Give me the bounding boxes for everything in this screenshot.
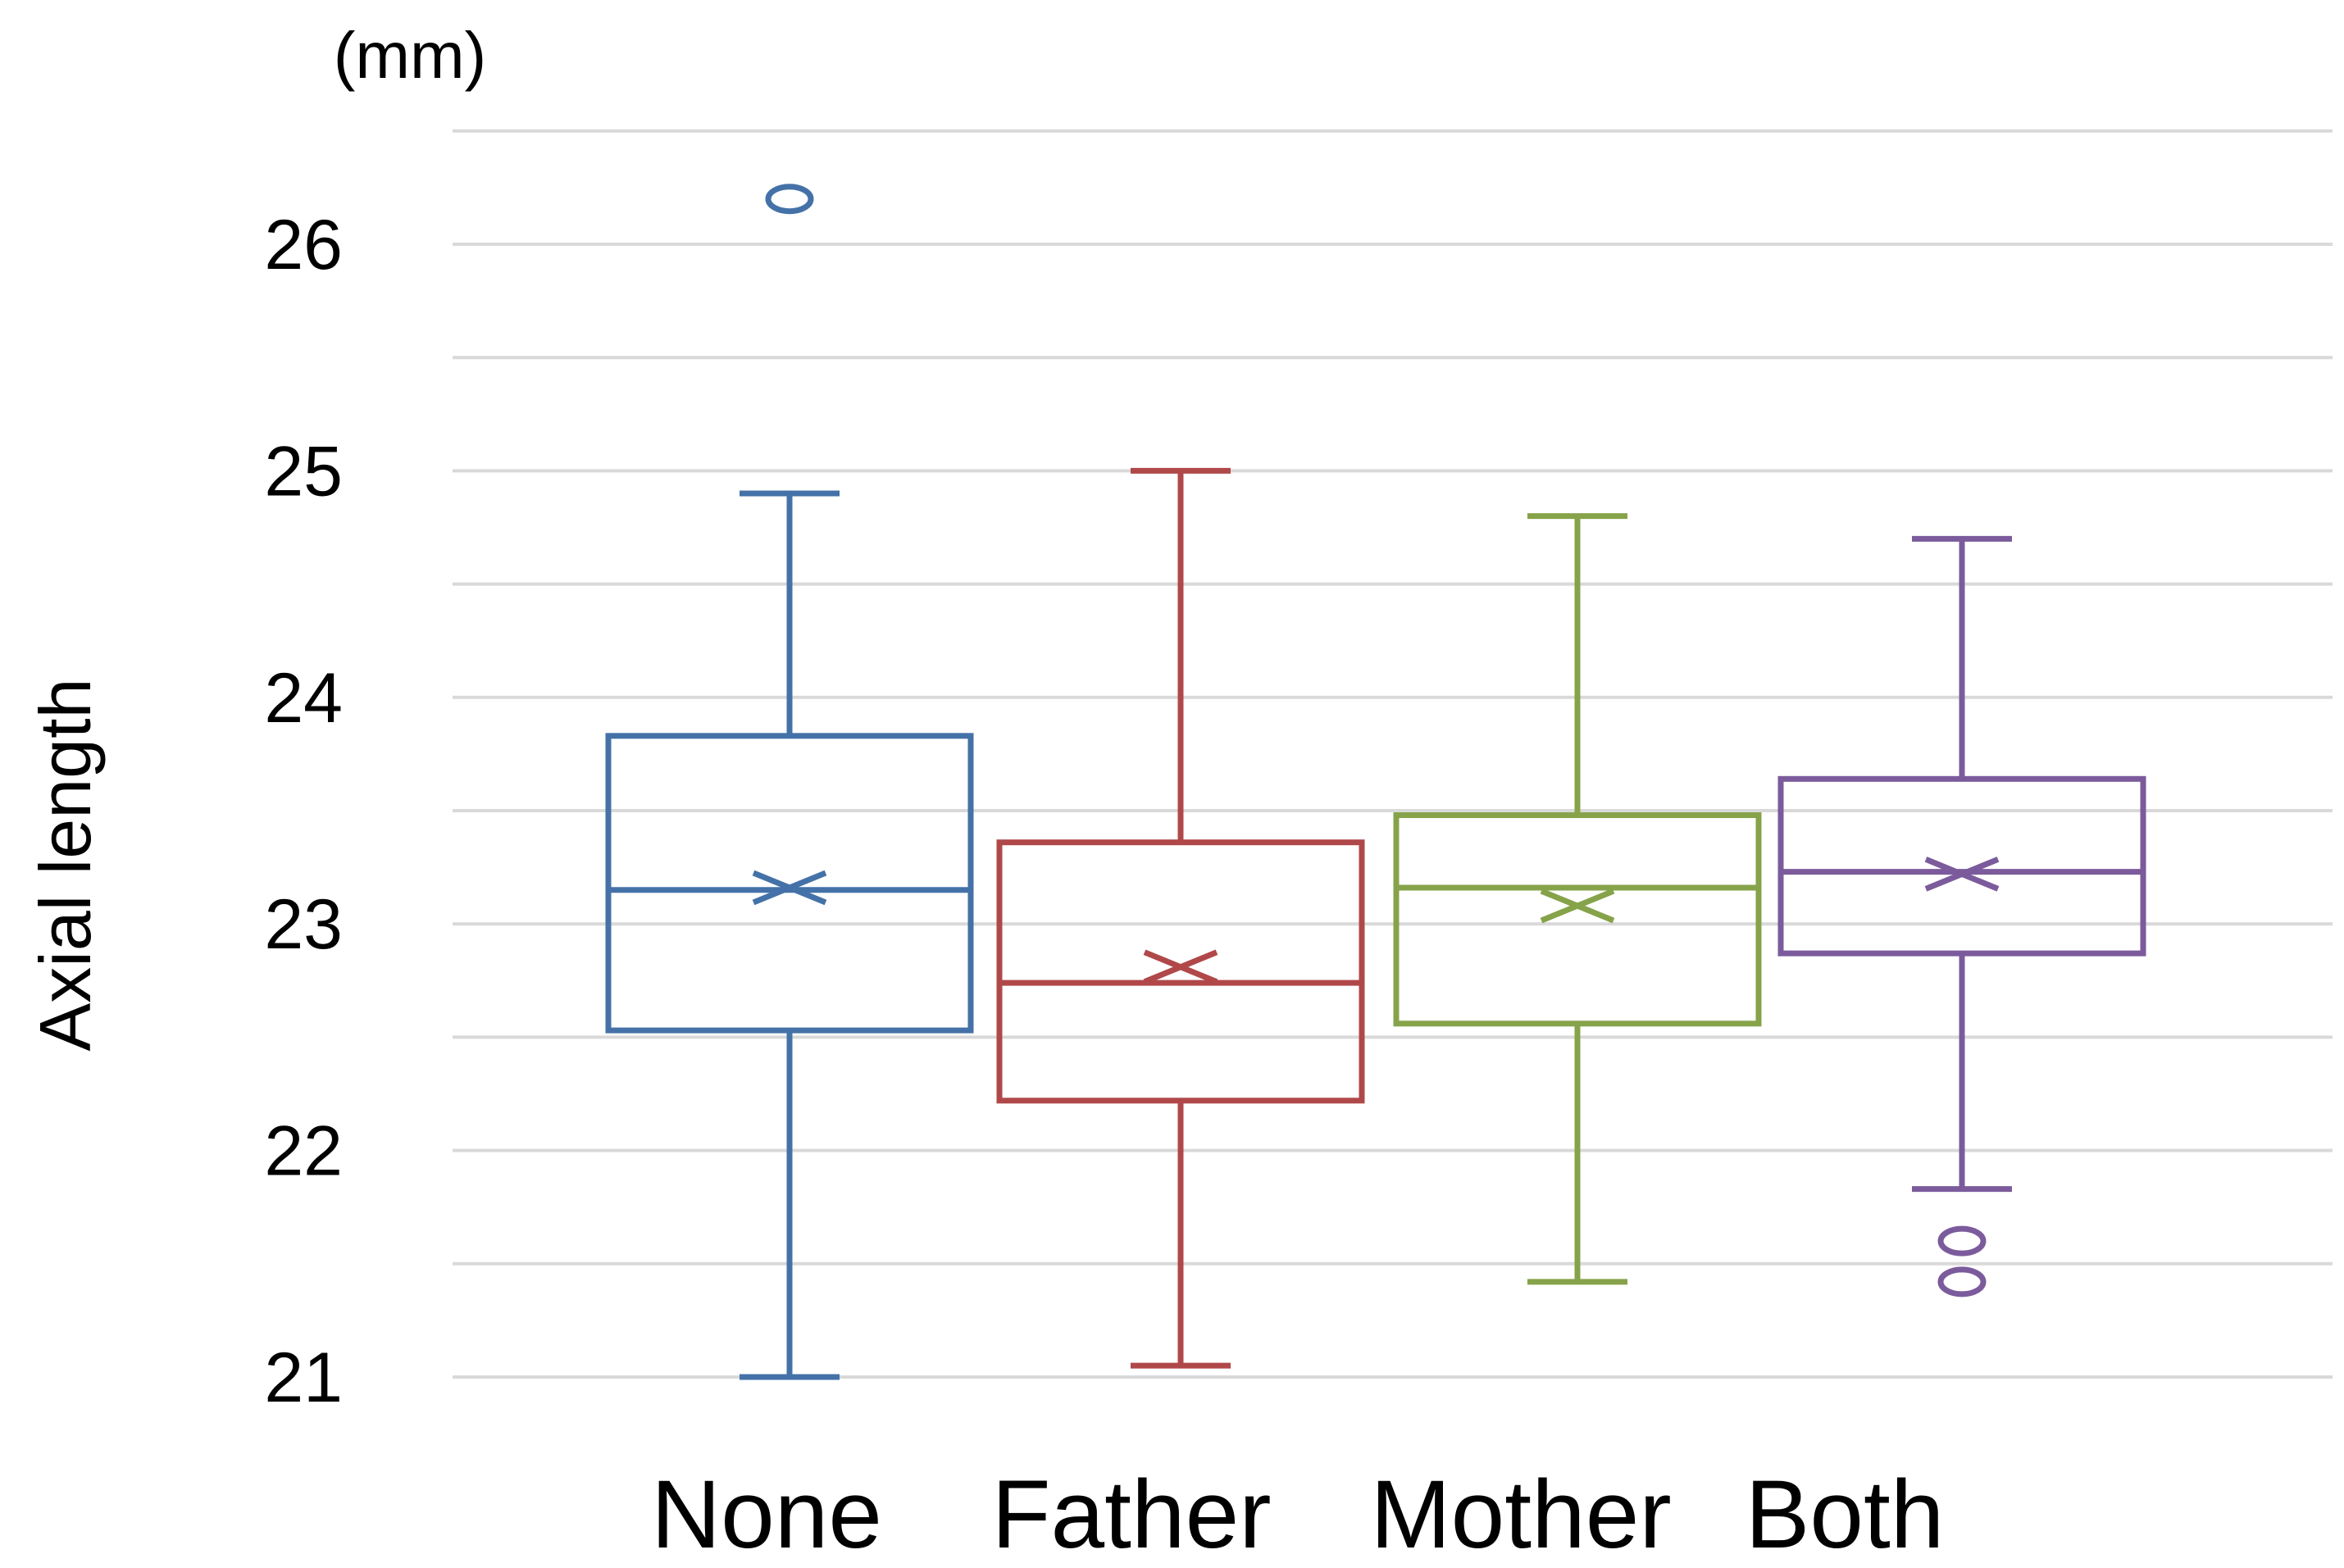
- box-father: [996, 467, 1365, 1369]
- category-label: Mother: [1370, 1461, 1671, 1568]
- box-mother: [1393, 513, 1762, 1285]
- category-label: None: [651, 1461, 882, 1568]
- mean-marker: [1540, 888, 1615, 924]
- y-tick-label: 22: [264, 1112, 343, 1191]
- category-label: Father: [991, 1461, 1271, 1568]
- y-tick-label: 26: [264, 206, 343, 284]
- category-label: Both: [1745, 1461, 1945, 1568]
- outlier-point: [1937, 1266, 1987, 1298]
- outlier-point: [1937, 1225, 1987, 1257]
- mean-marker: [1924, 857, 2000, 892]
- iqr-box: [996, 839, 1365, 1104]
- box-none: [605, 184, 974, 1380]
- y-axis-title: Axial length: [25, 679, 106, 1052]
- outlier-point: [765, 184, 814, 215]
- box-series: [605, 184, 2146, 1380]
- category-labels: None Father Mother Both: [651, 1461, 1944, 1568]
- iqr-box: [1393, 812, 1762, 1027]
- y-tick-label: 21: [264, 1338, 343, 1417]
- y-tick-label: 24: [264, 659, 343, 738]
- mean-marker: [752, 870, 827, 906]
- box-both: [1777, 535, 2146, 1298]
- y-unit-label: (mm): [334, 19, 487, 92]
- iqr-box: [1777, 775, 2146, 957]
- mean-marker: [1143, 949, 1218, 984]
- gridlines: [453, 129, 2333, 1379]
- y-tick-label: 23: [264, 885, 343, 964]
- iqr-box: [605, 733, 974, 1034]
- y-tick-label: 25: [264, 432, 343, 511]
- y-tick-labels: 21 22 23 24 25 26: [264, 206, 343, 1417]
